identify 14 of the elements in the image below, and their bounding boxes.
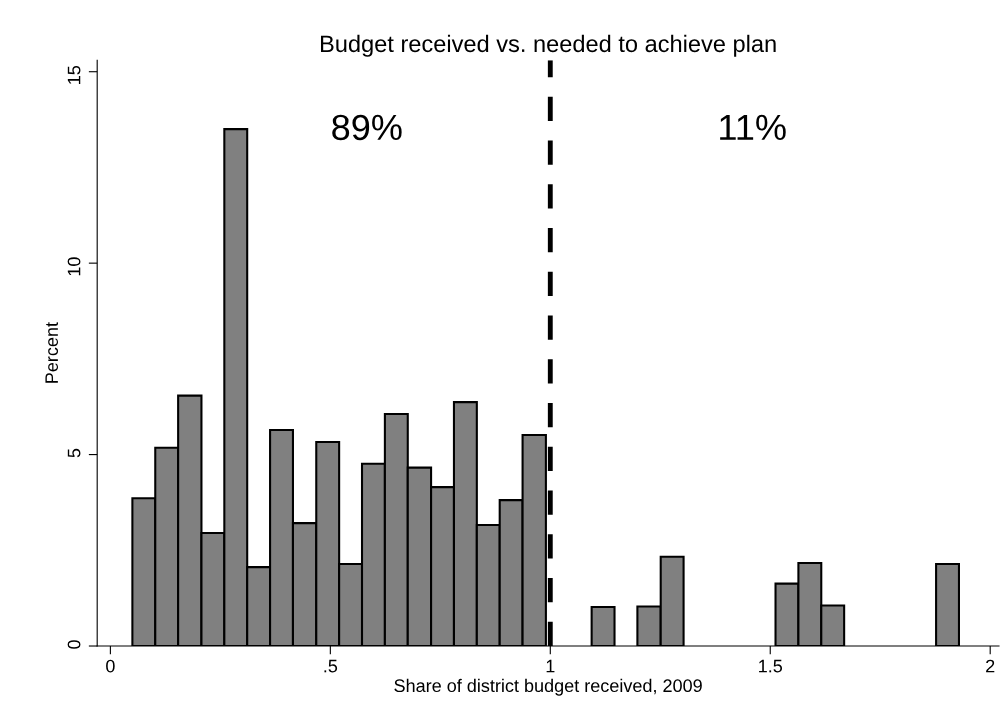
x-tick-label: .5 — [324, 659, 338, 673]
y-axis-title: Percent — [45, 322, 59, 383]
y-tick-label: 5 — [67, 448, 81, 458]
annotation: 89% — [332, 114, 402, 141]
y-tick-label: 15 — [67, 65, 81, 84]
x-axis-title: Share of district budget received, 2009 — [394, 678, 702, 696]
y-tick-label: 10 — [67, 257, 81, 276]
chart-title: Budget received vs. needed to achieve plan — [320, 34, 776, 57]
x-tick-label: 2 — [986, 659, 995, 673]
annotation: 11% — [720, 114, 786, 141]
x-tick-label: 0 — [106, 659, 115, 673]
x-tick-label: 1 — [546, 659, 555, 673]
y-tick-label: 0 — [67, 640, 81, 649]
x-tick-label: 1.5 — [759, 659, 783, 673]
